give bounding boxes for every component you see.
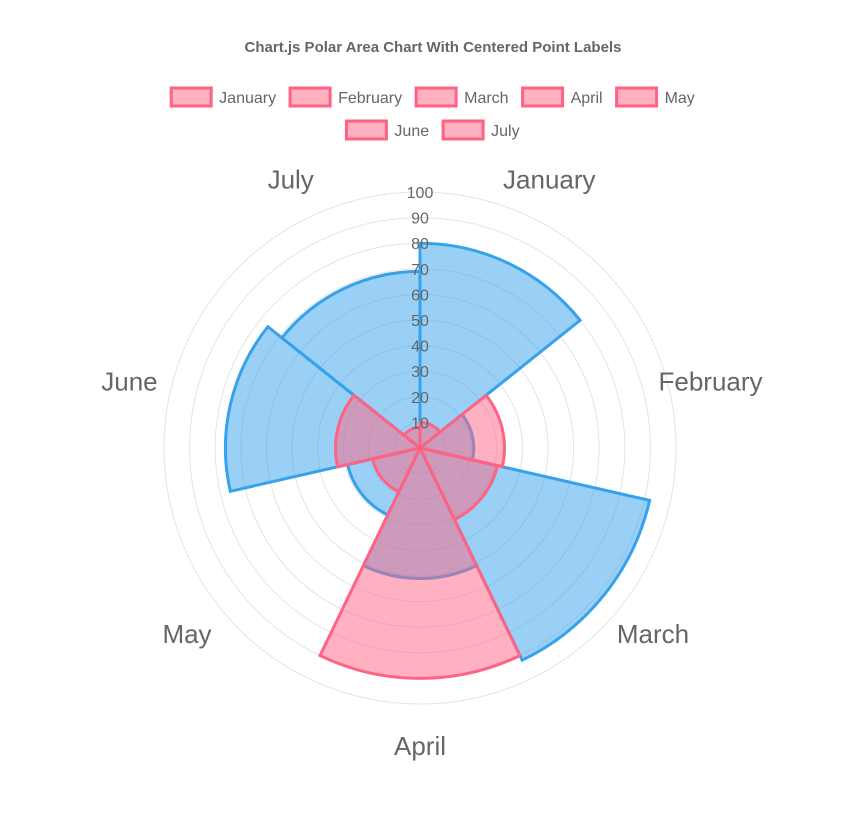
tick-label: 40 bbox=[411, 339, 429, 356]
legend-item-may[interactable]: May bbox=[615, 86, 695, 108]
legend-swatch bbox=[615, 86, 659, 108]
legend-item-february[interactable]: February bbox=[288, 86, 402, 108]
grid-ring bbox=[163, 191, 677, 705]
point-label-may: May bbox=[162, 619, 211, 649]
segment-july bbox=[401, 426, 422, 452]
point-label-july: July bbox=[268, 165, 314, 195]
legend-label: February bbox=[338, 90, 402, 107]
legend-item-march[interactable]: March bbox=[414, 86, 509, 108]
legend-label: January bbox=[219, 90, 276, 107]
point-label-june: June bbox=[101, 367, 157, 397]
legend-label: July bbox=[491, 123, 519, 140]
segment-june bbox=[334, 393, 424, 469]
tick-label: 70 bbox=[411, 262, 429, 279]
tick-label: 100 bbox=[407, 185, 434, 202]
legend-label: March bbox=[464, 90, 508, 107]
tick-label: 30 bbox=[411, 364, 429, 381]
chart-title: Chart.js Polar Area Chart With Centered … bbox=[245, 39, 622, 56]
legend-item-january[interactable]: January bbox=[169, 86, 276, 108]
legend-item-july[interactable]: July bbox=[441, 119, 520, 141]
point-label-april: April bbox=[394, 731, 446, 761]
legend-label: June bbox=[394, 123, 429, 140]
segment-july bbox=[279, 269, 422, 452]
legend-item-june[interactable]: June bbox=[344, 119, 429, 141]
legend-swatch bbox=[441, 119, 485, 141]
legend-swatch bbox=[169, 86, 213, 108]
legend-swatch bbox=[344, 119, 388, 141]
point-label-february: February bbox=[659, 367, 763, 397]
legend-item-april[interactable]: April bbox=[521, 86, 603, 108]
point-label-january: January bbox=[503, 165, 596, 195]
tick-label: 60 bbox=[411, 287, 429, 304]
legend-swatch bbox=[414, 86, 458, 108]
segment-march bbox=[417, 445, 500, 522]
segment-january bbox=[418, 241, 583, 452]
legend-label: May bbox=[665, 90, 695, 107]
tick-label: 10 bbox=[411, 415, 429, 432]
segment-february bbox=[416, 393, 506, 469]
tick-label: 50 bbox=[411, 313, 429, 330]
segment-april bbox=[318, 444, 522, 680]
tick-label: 20 bbox=[411, 390, 429, 407]
legend-label: April bbox=[571, 90, 603, 107]
legend-swatch bbox=[521, 86, 565, 108]
point-label-march: March bbox=[617, 619, 689, 649]
tick-label: 80 bbox=[411, 236, 429, 253]
legend-swatch bbox=[288, 86, 332, 108]
tick-label: 90 bbox=[411, 211, 429, 228]
